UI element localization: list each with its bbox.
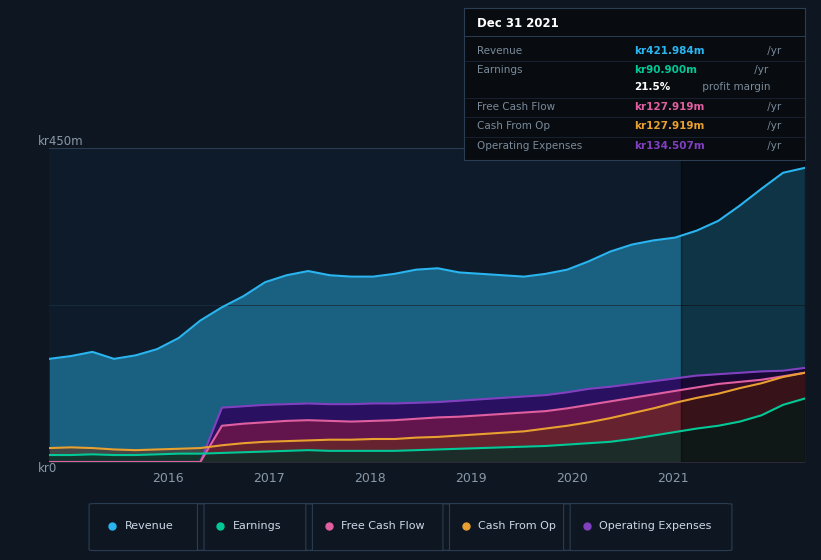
Text: kr134.507m: kr134.507m — [635, 141, 705, 151]
Text: kr127.919m: kr127.919m — [635, 122, 704, 132]
Text: 21.5%: 21.5% — [635, 82, 671, 92]
Text: Dec 31 2021: Dec 31 2021 — [478, 17, 559, 30]
Text: /yr: /yr — [764, 141, 781, 151]
Text: Cash From Op: Cash From Op — [478, 122, 551, 132]
Bar — [681, 148, 805, 462]
Text: Operating Expenses: Operating Expenses — [599, 521, 711, 531]
Text: kr450m: kr450m — [38, 136, 84, 148]
Text: Revenue: Revenue — [478, 46, 523, 56]
Text: kr421.984m: kr421.984m — [635, 46, 705, 56]
Text: kr127.919m: kr127.919m — [635, 102, 704, 111]
Text: Operating Expenses: Operating Expenses — [478, 141, 583, 151]
Text: /yr: /yr — [764, 122, 781, 132]
Text: Free Cash Flow: Free Cash Flow — [342, 521, 424, 531]
Text: /yr: /yr — [764, 102, 781, 111]
Text: kr0: kr0 — [38, 462, 57, 475]
Text: profit margin: profit margin — [699, 82, 770, 92]
Text: /yr: /yr — [764, 46, 781, 56]
Text: kr90.900m: kr90.900m — [635, 66, 697, 76]
Text: Cash From Op: Cash From Op — [478, 521, 556, 531]
Text: Earnings: Earnings — [233, 521, 282, 531]
Text: Revenue: Revenue — [125, 521, 173, 531]
Text: Earnings: Earnings — [478, 66, 523, 76]
Text: Free Cash Flow: Free Cash Flow — [478, 102, 556, 111]
Text: /yr: /yr — [750, 66, 768, 76]
